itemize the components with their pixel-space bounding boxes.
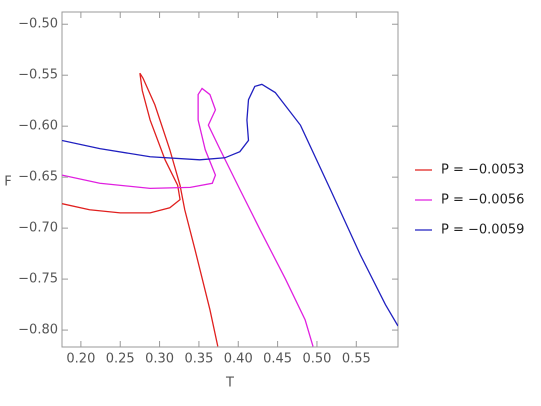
y-axis-label: F	[4, 175, 11, 190]
series-line	[62, 87, 314, 347]
y-tick-label: −0.75	[18, 272, 58, 287]
legend-label: P = −0.0059	[441, 223, 524, 238]
y-tick-label: −0.55	[18, 68, 58, 83]
x-tick-label: 0.35	[184, 352, 213, 367]
x-axis-label: T	[225, 376, 234, 391]
x-tick-label: 0.20	[66, 352, 95, 367]
y-tick-label: −0.65	[18, 170, 58, 185]
y-tick-label: −0.80	[18, 323, 58, 338]
legend-label: P = −0.0053	[441, 163, 524, 178]
series-line	[62, 72, 219, 347]
legend-label: P = −0.0056	[441, 193, 524, 208]
series-line	[62, 83, 398, 327]
y-tick-label: −0.70	[18, 221, 58, 236]
plot-lines	[62, 72, 398, 347]
y-tick-label: −0.60	[18, 119, 58, 134]
x-tick-label: 0.30	[145, 352, 174, 367]
x-tick-label: 0.40	[224, 352, 253, 367]
y-tick-label: −0.50	[18, 17, 58, 32]
x-tick-label: 0.50	[302, 352, 331, 367]
x-tick-label: 0.55	[342, 352, 371, 367]
plot-frame	[61, 11, 399, 348]
x-tick-label: 0.45	[263, 352, 292, 367]
x-tick-label: 0.25	[106, 352, 135, 367]
